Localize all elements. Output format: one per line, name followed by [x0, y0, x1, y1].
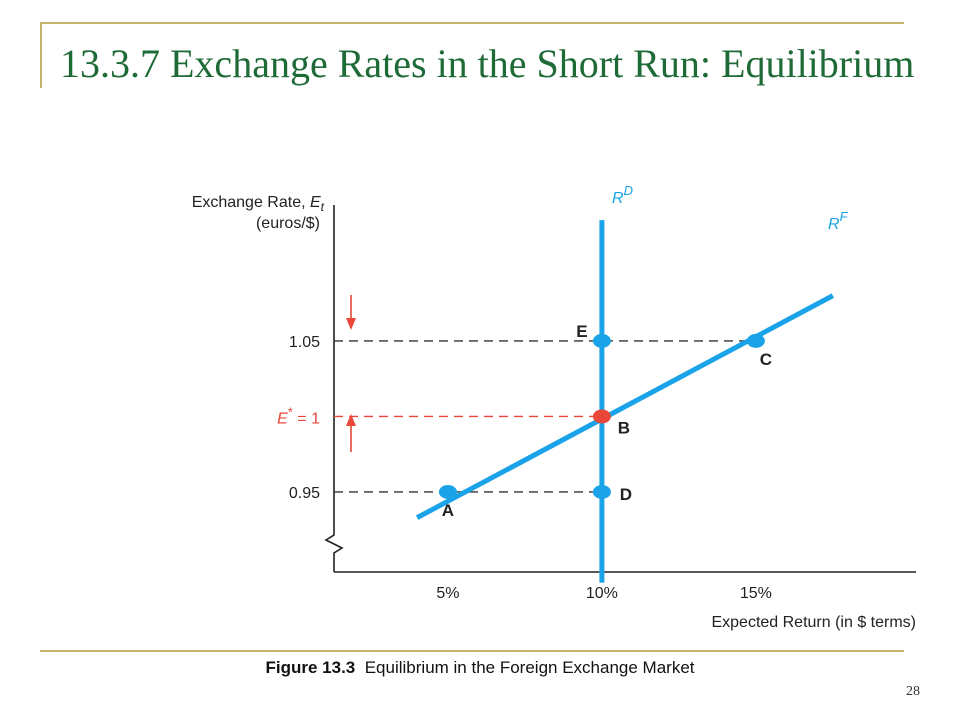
curve-label-rd: RD	[612, 183, 633, 207]
point-b	[592, 409, 611, 424]
point-label-b: B	[618, 418, 630, 437]
curve-label-rd-base: R	[612, 190, 624, 207]
y-axis-unit-label: (euros/$)	[256, 215, 320, 232]
y-axis-label-subscript: t	[321, 200, 325, 214]
x-tick-label: 10%	[586, 585, 618, 602]
x-tick-label: 5%	[436, 585, 459, 602]
y-axis-label-symbol: E	[310, 194, 321, 211]
arrow-up-head	[346, 414, 356, 426]
point-label-d: D	[620, 485, 632, 504]
frame-left-rule	[40, 22, 42, 88]
curve-label-rf-sup: F	[840, 209, 849, 224]
equilibrium-rate-label: E* = 1	[277, 404, 320, 427]
curve-rf	[415, 293, 835, 520]
figure-caption-number: Figure 13.3	[265, 658, 356, 677]
y-tick-label: 1.05	[289, 334, 320, 351]
figure-caption-text: Equilibrium in the Foreign Exchange Mark…	[364, 658, 695, 677]
curves	[415, 220, 835, 583]
frame-bottom-rule	[40, 650, 904, 652]
equilibrium-superscript: *	[288, 404, 293, 419]
y-axis-label-text: Exchange Rate,	[192, 194, 310, 211]
y-tick-label: 0.95	[289, 485, 320, 502]
y-axis-label: Exchange Rate, Et	[192, 194, 325, 214]
slide-title: 13.3.7 Exchange Rates in the Short Run: …	[60, 41, 915, 86]
chart-axes	[324, 205, 916, 573]
curve-label-rf-base: R	[828, 216, 840, 233]
page-number: 28	[906, 684, 920, 699]
point-e	[592, 333, 611, 348]
point-label-c: C	[760, 350, 772, 369]
point-label-e: E	[576, 322, 587, 341]
points	[438, 333, 765, 499]
point-a	[438, 484, 457, 499]
curve-label-rd-sup: D	[624, 183, 633, 198]
point-d	[592, 484, 611, 499]
chart-labels: Exchange Rate, Et(euros/$) Expected Retur…	[192, 183, 916, 631]
point-label-a: A	[442, 501, 454, 520]
equilibrium-value: = 1	[293, 410, 320, 427]
equilibrium-symbol: E	[277, 410, 288, 427]
arrow-down-head	[346, 318, 356, 330]
curve-label-rf: RF	[828, 209, 849, 233]
dashed-guides	[334, 340, 756, 493]
x-tick-label: 15%	[740, 585, 772, 602]
frame-top-rule	[40, 22, 904, 24]
point-c	[746, 333, 765, 348]
x-axis-label: Expected Return (in $ terms)	[711, 614, 916, 631]
figure-caption: Figure 13.3 Equilibrium in the Foreign E…	[0, 658, 960, 678]
y-axis	[324, 205, 344, 572]
